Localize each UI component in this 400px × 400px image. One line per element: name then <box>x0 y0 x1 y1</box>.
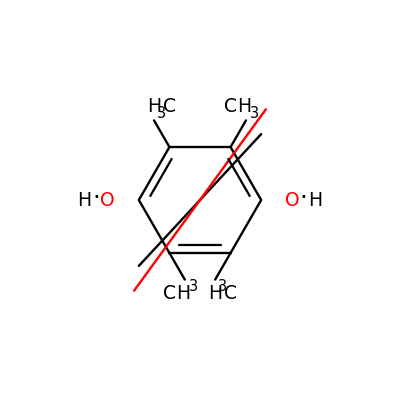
Text: C: C <box>224 97 237 116</box>
Text: C: C <box>224 284 237 303</box>
Text: O: O <box>285 190 300 210</box>
Text: H: H <box>176 284 190 303</box>
Text: ·: · <box>92 186 100 210</box>
Text: H: H <box>237 97 251 116</box>
Text: ·: · <box>300 186 308 210</box>
Text: H: H <box>147 97 161 116</box>
Text: H: H <box>77 190 92 210</box>
Text: 3: 3 <box>250 106 259 121</box>
Text: H: H <box>208 284 222 303</box>
Text: 3: 3 <box>189 279 198 294</box>
Text: C: C <box>163 97 176 116</box>
Text: O: O <box>100 190 115 210</box>
Text: 3: 3 <box>157 106 166 121</box>
Text: 3: 3 <box>218 279 228 294</box>
Text: H: H <box>308 190 323 210</box>
Text: C: C <box>163 284 176 303</box>
